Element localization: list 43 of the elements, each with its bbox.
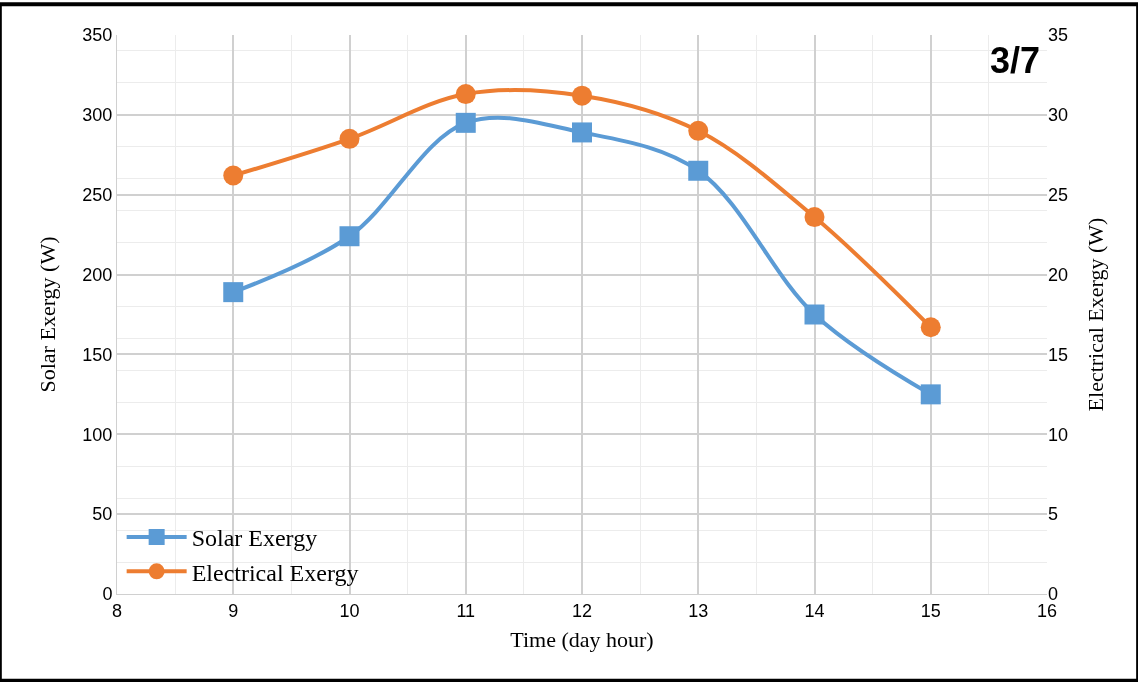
y-tick-label: 300 (82, 105, 113, 126)
x-tick-label: 12 (571, 600, 593, 621)
y-tick-label: 150 (82, 344, 113, 365)
y-tick-label: 50 (92, 504, 113, 525)
point (920, 317, 941, 338)
x-axis-title: Time (day hour) (510, 627, 654, 653)
point (339, 226, 360, 247)
y2-tick-label: 30 (1048, 105, 1069, 126)
x-tick-label: 8 (111, 600, 123, 621)
point (455, 112, 476, 133)
x-tick-label: 9 (228, 600, 239, 621)
x-tick-label: 11 (456, 600, 476, 621)
y-axis-title: Solar Exergy (W) (35, 236, 61, 393)
point (455, 84, 476, 105)
y-tick-label: 100 (82, 424, 113, 445)
point (804, 207, 825, 228)
point (920, 384, 941, 405)
y2-tick-label: 20 (1048, 264, 1069, 285)
x-tick-label: 15 (920, 600, 941, 621)
point (339, 128, 360, 149)
y2-tick-label: 15 (1048, 344, 1069, 365)
y2-tick-label: 35 (1048, 25, 1069, 46)
legend-label: Solar Exergy (191, 525, 318, 552)
y-tick-label: 200 (82, 264, 113, 285)
x-tick-label: 10 (339, 600, 360, 621)
point (688, 160, 709, 181)
legend-label: Electrical Exergy (191, 559, 359, 586)
y-tick-label: 350 (82, 25, 113, 46)
point (804, 304, 825, 325)
point (223, 165, 244, 186)
point (223, 282, 244, 303)
point (688, 120, 709, 141)
annotation: 3/7 (990, 40, 1041, 81)
y2-tick-label: 25 (1048, 185, 1069, 206)
point (572, 122, 592, 143)
y-tick-label: 250 (82, 185, 113, 206)
point (572, 85, 592, 106)
y2-tick-label: 5 (1048, 504, 1059, 525)
y2-axis-title: Electrical Exergy (W) (1082, 217, 1108, 412)
x-tick-label: 14 (804, 600, 825, 621)
y-tick-label: 0 (102, 584, 113, 605)
x-tick-label: 13 (688, 600, 709, 621)
y2-tick-label: 10 (1048, 424, 1069, 445)
